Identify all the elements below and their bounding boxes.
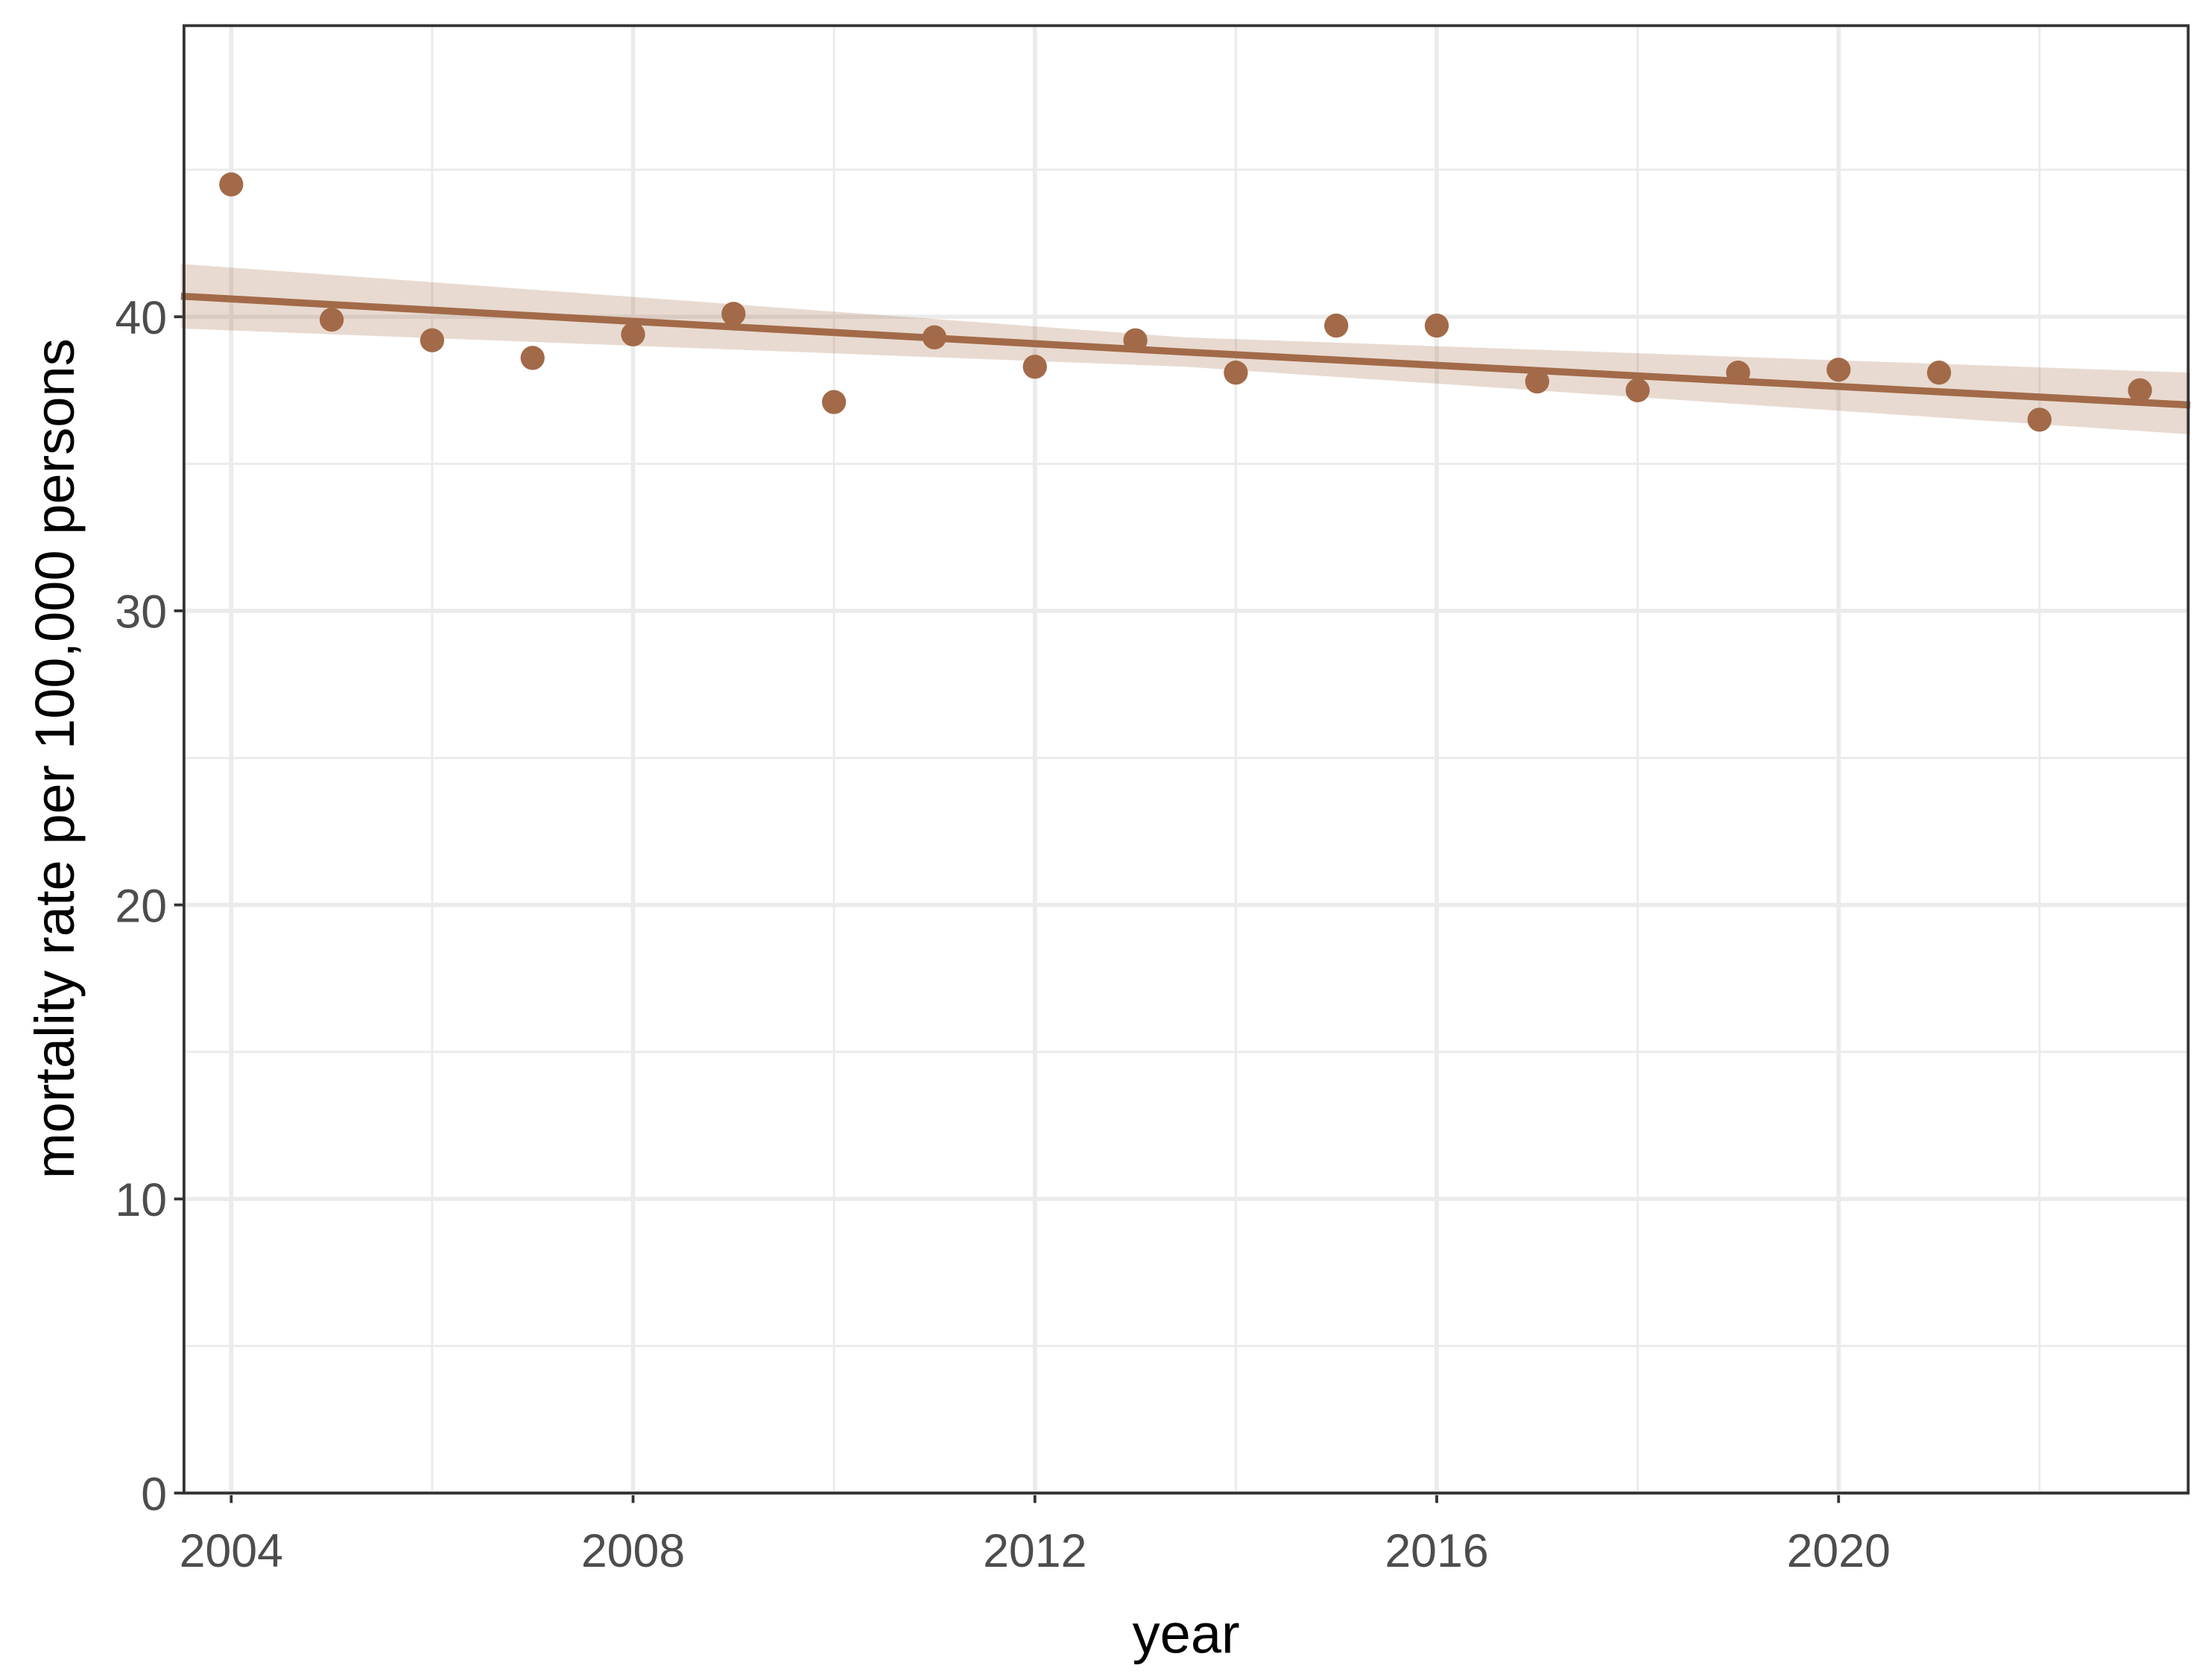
data-point	[319, 307, 344, 332]
data-point	[420, 328, 445, 352]
x-tick-label: 2016	[1385, 1525, 1488, 1577]
data-point	[1926, 361, 1952, 385]
y-axis-title: mortality rate per 100,000 persons	[24, 338, 86, 1179]
x-axis-title: year	[1133, 1603, 1240, 1665]
y-tick-label: 10	[115, 1174, 167, 1226]
data-point	[219, 172, 244, 197]
data-point	[1123, 328, 1148, 352]
y-tick-label: 0	[141, 1468, 167, 1521]
y-tick-label: 20	[115, 880, 167, 932]
data-point	[1625, 378, 1650, 403]
data-point	[1022, 355, 1047, 379]
x-tick-label: 2008	[581, 1525, 685, 1577]
data-point	[2027, 408, 2052, 432]
x-tick-label: 2012	[983, 1525, 1086, 1577]
x-tick-label: 2020	[1787, 1525, 1891, 1577]
data-point	[1726, 361, 1750, 385]
y-tick-label: 30	[115, 586, 167, 638]
data-point	[1826, 358, 1851, 382]
panel-border	[183, 24, 2190, 1494]
y-tick-label: 40	[115, 292, 167, 344]
x-tick-label: 2004	[180, 1525, 283, 1577]
data-point	[721, 302, 746, 326]
data-point	[1224, 361, 1248, 385]
data-point	[621, 322, 645, 347]
trend-line	[180, 292, 2191, 409]
data-point	[2128, 378, 2152, 403]
data-point	[1424, 313, 1449, 338]
data-point	[1324, 313, 1349, 338]
data-point	[922, 325, 947, 349]
data-point	[822, 390, 847, 414]
data-point	[1525, 369, 1549, 394]
data-point	[520, 346, 545, 370]
